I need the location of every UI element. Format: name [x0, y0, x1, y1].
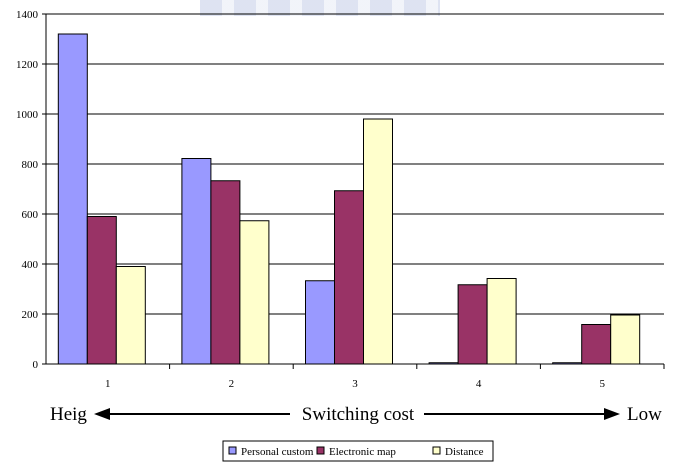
bar-distance-3	[363, 118, 393, 365]
y-tick-label: 1400	[16, 9, 39, 21]
right-end-label: Low	[627, 404, 662, 425]
x-axis-title: Switching cost	[302, 404, 415, 425]
bar-distance-2	[239, 220, 270, 365]
y-tick-labels: 0 200 400 600 800 1000 1200 1400	[16, 9, 39, 371]
x-tick-label: 1	[105, 378, 111, 390]
legend-swatch	[316, 446, 325, 455]
y-tick-label: 600	[22, 209, 39, 221]
legend-swatch	[432, 446, 441, 455]
bars	[57, 33, 641, 365]
bar-electronic-map-3	[334, 190, 364, 365]
y-tick-label: 800	[22, 159, 39, 171]
arrow-head-left	[94, 408, 110, 420]
bar-electronic-map-5	[581, 324, 612, 365]
legend-label: Electronic map	[329, 446, 396, 458]
watermark-logo	[200, 0, 440, 16]
bar-personal-custom-1	[57, 33, 88, 365]
legend-box	[222, 440, 494, 462]
switching-cost-arrow: Heig Low Switching cost	[50, 404, 662, 425]
y-tick-label: 400	[22, 259, 39, 271]
bar-electronic-map-4	[457, 284, 488, 365]
bar-personal-custom-3	[305, 280, 335, 365]
x-tick-labels: 1 2 3 4 5	[105, 378, 605, 390]
x-tick-label: 4	[476, 378, 482, 390]
legend: Personal custom Electronic map Distance	[222, 440, 494, 462]
x-tick-label: 3	[352, 378, 358, 390]
bar-distance-5	[610, 314, 641, 365]
y-tick-label: 200	[22, 309, 39, 321]
bar-distance-1	[115, 266, 146, 365]
bar-electronic-map-1	[86, 216, 117, 365]
arrow-head-right	[604, 408, 620, 420]
left-end-label: Heig	[50, 404, 87, 425]
legend-swatch	[228, 446, 237, 455]
y-tick-label: 1200	[16, 59, 39, 71]
x-tick-label: 2	[229, 378, 235, 390]
bar-electronic-map-2	[210, 180, 241, 365]
legend-label: Personal custom	[241, 446, 314, 458]
y-tick-label: 1000	[16, 109, 39, 121]
legend-label: Distance	[445, 446, 484, 458]
bar-personal-custom-2	[181, 158, 212, 365]
x-tick-label: 5	[599, 378, 605, 390]
y-tick-label: 0	[33, 359, 39, 371]
bar-distance-4	[486, 278, 517, 365]
axes	[42, 13, 665, 369]
